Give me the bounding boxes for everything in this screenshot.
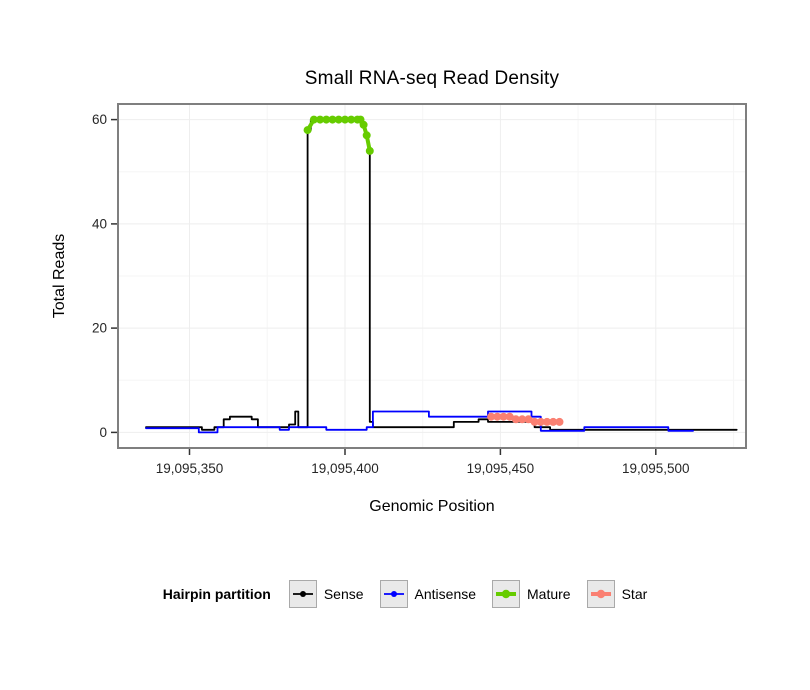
y-tick-label: 60 — [92, 112, 107, 127]
series-mature-point — [359, 120, 368, 129]
y-tick-label: 20 — [92, 321, 107, 336]
legend-label-antisense: Antisense — [414, 586, 477, 602]
series-mature-point — [362, 131, 371, 140]
series-star-point — [487, 412, 496, 421]
series-star-point — [524, 415, 533, 424]
series-star-point — [530, 417, 539, 426]
series-star-point — [518, 415, 527, 424]
x-tick-label: 19,095,350 — [156, 461, 224, 476]
y-tick-label: 0 — [99, 425, 107, 440]
x-tick-label: 19,095,450 — [467, 461, 535, 476]
series-mature-point — [347, 115, 356, 124]
legend-items: Sense Antisense Mature Star — [288, 580, 648, 608]
x-tick-label: 19,095,400 — [311, 461, 379, 476]
panel-border — [117, 103, 747, 449]
legend-item-antisense: Antisense — [379, 580, 477, 608]
legend-item-sense: Sense — [288, 580, 364, 608]
legend-key-antisense — [379, 580, 408, 608]
series-star-point — [543, 417, 551, 426]
legend: Hairpin partition Sense Antisense Mature St… — [0, 580, 810, 608]
series-star-point — [505, 412, 514, 421]
series-star-point — [555, 417, 564, 426]
x-tick-label: 19,095,500 — [622, 461, 690, 476]
legend-item-star: Star — [586, 580, 648, 608]
series-star-point — [499, 412, 508, 421]
legend-key-sense — [288, 580, 317, 608]
chart-title: Small RNA-seq Read Density — [304, 68, 560, 89]
series-star-point — [493, 412, 502, 421]
x-axis-title: Genomic Position — [369, 498, 495, 515]
legend-title: Hairpin partition — [162, 586, 271, 602]
series-mature-point — [341, 115, 349, 124]
y-tick-label: 40 — [92, 216, 107, 231]
series-mature-point — [309, 115, 318, 124]
series-mature-point — [322, 115, 331, 124]
series-mature-point — [334, 115, 343, 124]
legend-item-mature: Mature — [492, 580, 571, 608]
legend-label-mature: Mature — [527, 586, 571, 602]
series-antisense-line — [145, 410, 694, 434]
legend-key-star — [586, 580, 615, 608]
series-mature-point — [316, 115, 325, 124]
legend-key-mature — [492, 580, 521, 608]
series-star-point — [549, 417, 558, 426]
series-star-point — [511, 415, 520, 424]
legend-label-sense: Sense — [323, 586, 364, 602]
series-star-point — [536, 417, 545, 426]
series-mature-point — [365, 146, 374, 155]
legend-label-star: Star — [621, 586, 648, 602]
series-mature-point — [303, 126, 312, 135]
series-mature-point — [328, 115, 337, 124]
